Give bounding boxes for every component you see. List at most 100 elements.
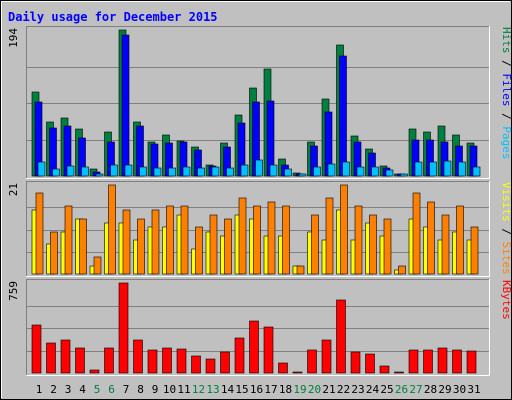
chart-panels: 194 Hits / Files / Pages 21 Visits / Sites 7… <box>7 26 512 376</box>
bar-kbytes-day-23 <box>350 351 361 374</box>
bar-kbytes-day-26 <box>394 371 404 374</box>
series-label-part: Hits <box>500 27 512 54</box>
bar-pages-day-19 <box>298 173 307 177</box>
bar-pages-day-25 <box>385 169 394 177</box>
bar-sites-day-30 <box>456 205 464 275</box>
bar-pages-day-26 <box>400 173 408 177</box>
bar-sites-day-12 <box>195 226 203 275</box>
x-tick-day-16: 16 <box>250 383 263 396</box>
bar-pages-day-23 <box>356 166 365 177</box>
bar-files-day-22 <box>339 55 347 177</box>
bar-kbytes-day-9 <box>147 349 158 374</box>
bar-kbytes-day-14 <box>220 351 230 374</box>
bar-kbytes-day-1 <box>31 324 42 374</box>
x-tick-day-19: 19 <box>293 383 306 396</box>
bar-pages-day-28 <box>429 161 437 177</box>
bar-sites-day-23 <box>354 205 363 275</box>
x-tick-day-25: 25 <box>380 383 393 396</box>
bar-kbytes-day-2 <box>46 342 56 374</box>
bar-kbytes-day-25 <box>379 365 390 374</box>
x-tick-day-15: 15 <box>235 383 248 396</box>
bar-sites-day-14 <box>224 218 232 275</box>
bar-kbytes-day-22 <box>336 299 346 374</box>
bar-sites-day-11 <box>180 205 189 275</box>
bar-kbytes-day-12 <box>191 355 201 374</box>
x-tick-day-2: 2 <box>50 383 57 396</box>
bar-sites-day-19 <box>296 265 305 275</box>
bar-sites-day-21 <box>325 197 334 275</box>
y-max-label: 21 <box>7 183 20 196</box>
bar-pages-day-16 <box>255 159 263 177</box>
bar-kbytes-day-11 <box>176 348 187 374</box>
bar-sites-day-29 <box>441 214 450 275</box>
bar-sites-day-31 <box>470 226 479 275</box>
bar-pages-day-2 <box>52 168 60 177</box>
series-label-part: Sites <box>500 242 512 275</box>
bar-kbytes-day-30 <box>452 349 462 374</box>
series-label-part: Pages <box>500 126 512 159</box>
bar-sites-day-9 <box>151 209 160 275</box>
bar-pages-day-8 <box>139 166 147 177</box>
bar-kbytes-day-13 <box>205 358 216 374</box>
bar-pages-day-4 <box>81 166 89 177</box>
bar-kbytes-day-24 <box>365 353 375 374</box>
bar-pages-day-15 <box>240 164 249 177</box>
bar-pages-day-13 <box>211 166 220 177</box>
chart-title: Daily usage for December 2015 <box>8 10 218 24</box>
bar-pages-day-5 <box>95 173 104 177</box>
bar-kbytes-day-8 <box>133 339 143 374</box>
x-tick-day-7: 7 <box>123 383 130 396</box>
bar-kbytes-day-28 <box>423 349 433 374</box>
bar-kbytes-day-7 <box>118 282 129 374</box>
bar-kbytes-day-16 <box>249 320 259 374</box>
bar-pages-day-20 <box>313 166 321 177</box>
x-tick-day-14: 14 <box>221 383 235 396</box>
x-tick-day-1: 1 <box>36 383 43 396</box>
bar-pages-day-6 <box>110 164 118 177</box>
x-tick-day-9: 9 <box>152 383 159 396</box>
x-tick-day-10: 10 <box>163 383 176 396</box>
x-tick-day-3: 3 <box>65 383 72 396</box>
bar-kbytes-day-6 <box>104 347 114 374</box>
x-tick-day-4: 4 <box>79 383 86 396</box>
bar-sites-day-8 <box>137 218 145 275</box>
bar-sites-day-27 <box>412 192 421 275</box>
bar-kbytes-day-27 <box>408 349 419 374</box>
x-tick-day-23: 23 <box>351 383 364 396</box>
x-tick-day-6: 6 <box>108 383 115 396</box>
bar-kbytes-day-19 <box>292 371 303 374</box>
series-axis-label: Hits / Files / Pages <box>500 27 512 160</box>
x-tick-day-5: 5 <box>94 383 101 396</box>
bar-pages-day-11 <box>182 166 191 177</box>
panel-sites-visits: 21 Visits / Sites <box>7 181 512 277</box>
bar-files-day-7 <box>121 34 130 177</box>
bar-sites-day-16 <box>253 205 261 275</box>
bar-sites-day-1 <box>35 192 44 275</box>
x-tick-day-28: 28 <box>424 383 437 396</box>
bar-kbytes-day-10 <box>162 347 172 374</box>
bar-sites-day-3 <box>64 205 73 275</box>
bar-sites-day-25 <box>383 218 392 275</box>
bar-sites-day-24 <box>369 214 377 275</box>
bar-pages-day-22 <box>342 161 350 177</box>
bar-kbytes-day-31 <box>466 350 477 374</box>
x-tick-day-11: 11 <box>177 383 190 396</box>
bar-pages-day-21 <box>327 163 336 177</box>
y-max-label: 759 <box>7 281 20 301</box>
bar-sites-day-2 <box>50 231 58 275</box>
bar-sites-day-15 <box>238 197 247 275</box>
bar-sites-day-5 <box>93 256 102 275</box>
bar-pages-day-14 <box>226 167 234 177</box>
bar-kbytes-day-4 <box>75 347 85 374</box>
bar-sites-day-22 <box>340 184 348 275</box>
bar-pages-day-9 <box>153 167 162 177</box>
x-tick-day-20: 20 <box>308 383 321 396</box>
bar-sites-day-6 <box>108 184 116 275</box>
bar-kbytes-day-3 <box>60 339 71 374</box>
bar-kbytes-day-5 <box>89 369 100 374</box>
panel-pages-files-hits: 194 Hits / Files / Pages <box>7 26 512 179</box>
series-label-part: / <box>500 107 512 127</box>
series-label-part: / <box>500 54 512 74</box>
bar-pages-day-1 <box>37 161 46 177</box>
x-axis-day-labels: 1 2 3 4 5 6 7 8 9 10 11 12 13 14 15 16 17 18 19 20 21 22 23 24 2… <box>36 383 481 396</box>
